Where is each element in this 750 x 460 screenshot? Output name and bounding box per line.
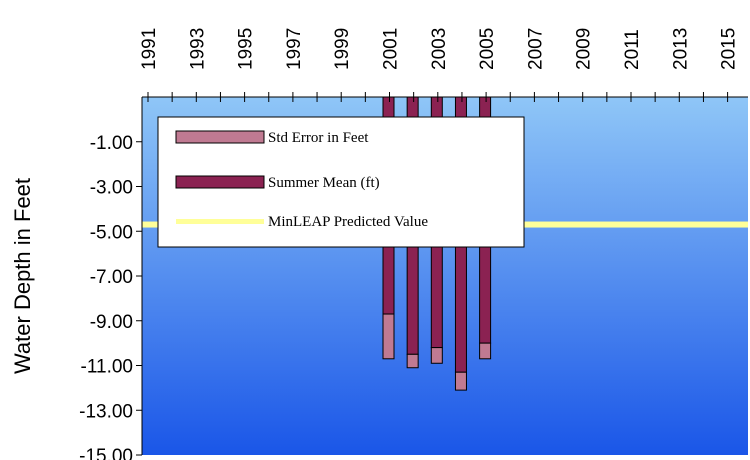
x-tick-label-2001: 2001 [381,28,402,70]
x-tick-label-2009: 2009 [574,28,595,70]
legend: Std Error in Feet Summer Mean (ft) MinLE… [157,116,525,248]
x-tick-label-2015: 2015 [719,28,740,70]
bar-std-error-2004 [454,371,467,391]
x-tick-label-2011: 2011 [622,29,643,70]
y-tick-label--9.00: -9.00 [90,312,133,333]
legend-label-std-error: Std Error in Feet [268,130,369,146]
x-tick-label-2005: 2005 [477,28,498,70]
x-tick-label-1997: 1997 [284,28,305,70]
y-tick-label--3.00: -3.00 [90,178,133,199]
bar-std-error-2003 [430,347,443,364]
x-tick-label-1993: 1993 [187,28,208,70]
x-tick-label-2007: 2007 [525,28,546,70]
y-tick-label--15.00: -15.00 [79,446,133,460]
bar-std-error-2001 [382,313,395,360]
legend-label-predicted: MinLEAP Predicted Value [268,214,428,230]
y-tick-label--11.00: -11.00 [81,357,133,378]
y-tick-label--7.00: -7.00 [90,267,133,288]
legend-swatch-std-error [175,130,265,144]
y-tick-label--1.00: -1.00 [90,133,133,154]
y-tick-label--5.00: -5.00 [90,222,133,243]
legend-label-summer-mean: Summer Mean (ft) [268,175,380,191]
x-tick-label-1991: 1991 [139,28,160,70]
x-tick-label-2003: 2003 [429,28,450,70]
legend-swatch-summer-mean [175,175,265,189]
bar-std-error-2005 [479,342,492,360]
y-tick-label--13.00: -13.00 [79,401,133,422]
y-axis-title: Water Depth in Feet [10,178,35,374]
legend-swatch-predicted [176,219,264,224]
x-tick-label-1995: 1995 [236,28,257,70]
x-tick-label-1999: 1999 [332,28,353,70]
bar-std-error-2002 [406,353,419,369]
x-tick-label-2013: 2013 [670,28,691,70]
